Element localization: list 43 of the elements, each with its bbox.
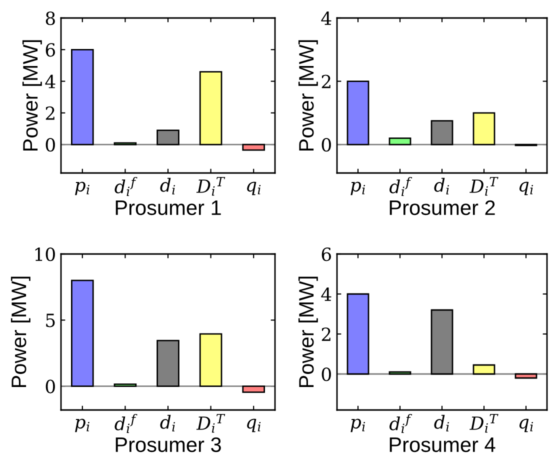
y-tick-label: 0 — [322, 138, 331, 152]
y-tick-label: 2 — [322, 327, 330, 341]
x-axis-title: Prosumer 1 — [116, 200, 221, 216]
x-tick-label: q$_{i}$ — [519, 182, 534, 196]
x-axis-title: Prosumer 2 — [390, 200, 495, 216]
y-axis-title: Power [MW] — [298, 276, 318, 388]
y-tick-label: 10 — [35, 247, 55, 262]
x-tick-label: d$_{i}$$^{f}$ — [114, 176, 138, 196]
x-axis-title: Prosumer 4 — [390, 438, 496, 452]
x-tick-label: d$_{i}$$^{f}$ — [390, 414, 412, 433]
y-axis-title: Power [MW] — [22, 40, 42, 151]
x-tick-label: p$_{i}$ — [75, 182, 90, 196]
x-tick-label: d$_{i}$ — [160, 414, 176, 432]
x-tick-label: D$_{i}$$^{T}$ — [196, 414, 226, 433]
y-tick-label: 0 — [322, 367, 331, 382]
y-tick-label: 4 — [45, 74, 56, 88]
y-tick-label: 4 — [321, 287, 332, 301]
x-tick-label: p$_{i}$ — [350, 418, 366, 432]
y-tick-label: 0 — [46, 138, 55, 152]
y-tick-label: 0 — [46, 380, 55, 394]
y-axis-title: Power [MW] — [298, 40, 318, 151]
y-tick-label: 2 — [46, 106, 54, 120]
y-tick-label: 6 — [46, 43, 55, 57]
x-tick-label: d$_{i}$ — [160, 178, 176, 194]
x-tick-label: D$_{i}$$^{T}$ — [470, 176, 498, 196]
x-tick-label: d$_{i}$ — [434, 414, 450, 432]
x-tick-label: q$_{i}$ — [247, 182, 261, 196]
y-axis-title: Power [MW] — [10, 276, 30, 388]
x-axis-title: Prosumer 3 — [116, 437, 221, 452]
x-tick-label: q$_{i}$ — [519, 418, 534, 432]
y-tick-label: 2 — [322, 74, 330, 88]
y-tick-label: 5 — [46, 314, 55, 328]
x-tick-label: q$_{i}$ — [247, 418, 261, 432]
x-tick-label: d$_{i}$$^{f}$ — [390, 176, 412, 196]
y-tick-label: 4 — [321, 11, 332, 25]
x-tick-label: p$_{i}$ — [75, 418, 90, 432]
x-tick-label: p$_{i}$ — [350, 182, 366, 196]
x-tick-label: D$_{i}$$^{T}$ — [196, 176, 226, 196]
y-tick-label: 6 — [322, 247, 331, 262]
x-tick-label: d$_{i}$$^{f}$ — [114, 414, 138, 433]
y-tick-label: 8 — [46, 11, 55, 26]
x-tick-label: d$_{i}$ — [434, 178, 450, 194]
x-tick-label: D$_{i}$$^{T}$ — [470, 414, 498, 433]
